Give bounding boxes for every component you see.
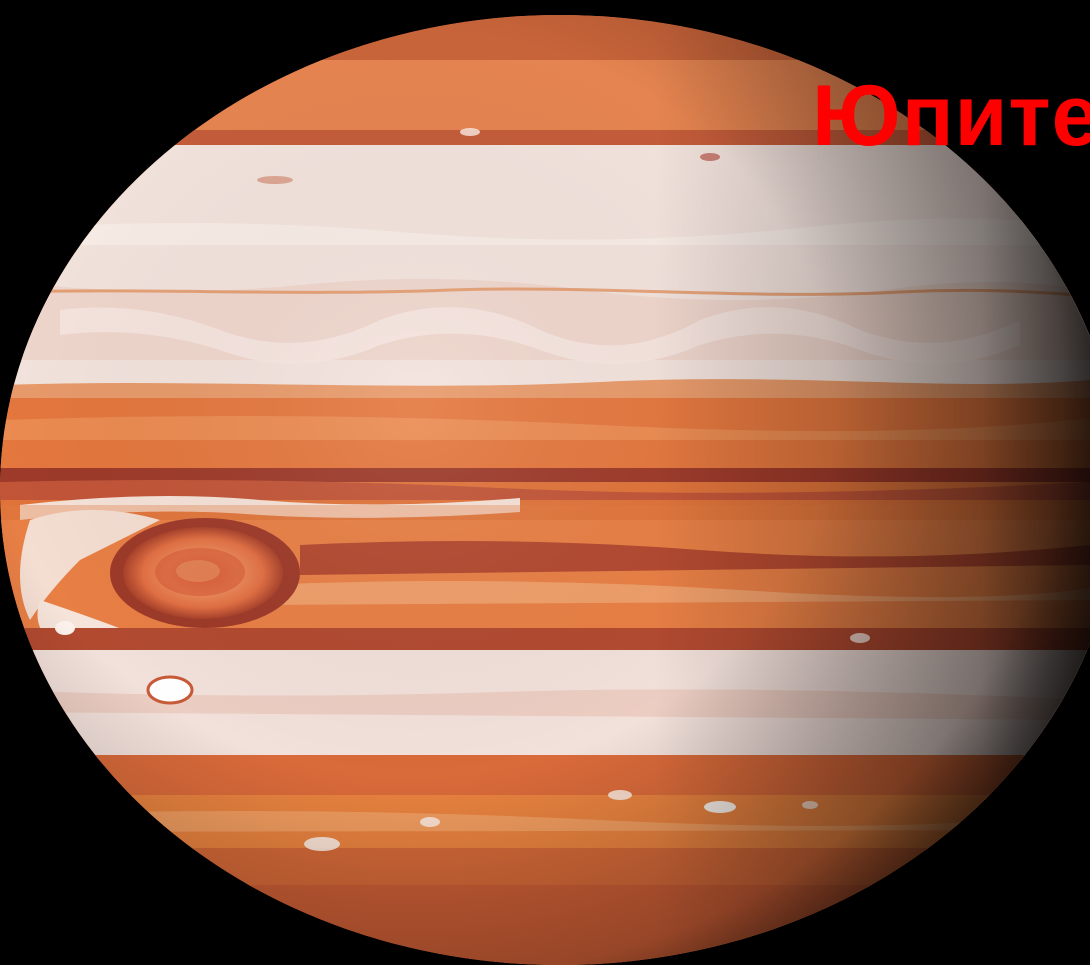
slide-title: Юпитер (812, 68, 1090, 164)
